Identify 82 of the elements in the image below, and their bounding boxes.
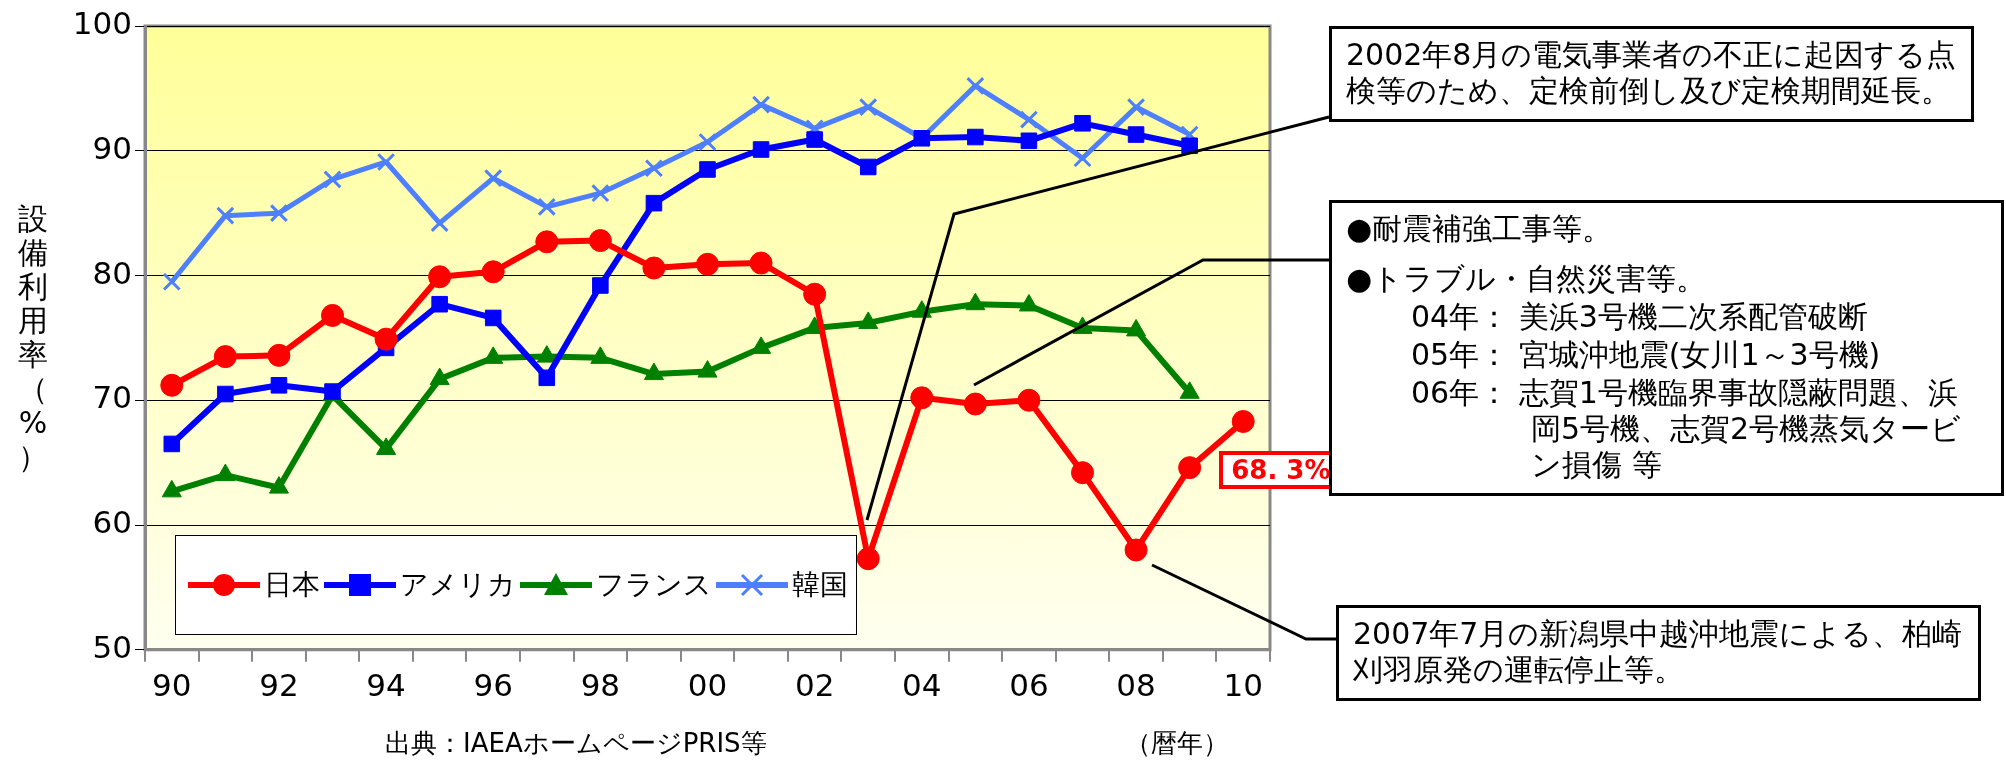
point bbox=[806, 131, 823, 148]
x-tick-label: 98 bbox=[580, 667, 621, 704]
point bbox=[484, 309, 502, 327]
point bbox=[592, 277, 609, 294]
y-tick-label: 50 bbox=[92, 628, 132, 665]
point bbox=[751, 95, 771, 114]
point bbox=[430, 213, 449, 233]
text: 2002年8月の電気事業者の不正に起因する点検等のため、定検前倒し及び定検期間延長。 bbox=[1346, 37, 1957, 109]
y-tick-label: 70 bbox=[92, 379, 132, 416]
point bbox=[591, 183, 610, 203]
point bbox=[859, 158, 877, 176]
point bbox=[588, 229, 612, 253]
point bbox=[752, 141, 770, 158]
point bbox=[376, 152, 396, 172]
point bbox=[267, 343, 291, 367]
point bbox=[644, 158, 664, 178]
point bbox=[535, 230, 559, 254]
point bbox=[1073, 148, 1092, 168]
point bbox=[803, 282, 827, 306]
y-tick-label: 80 bbox=[92, 254, 132, 291]
point bbox=[1071, 461, 1094, 485]
point bbox=[1124, 538, 1148, 562]
point bbox=[699, 161, 716, 178]
legend-label: フランス bbox=[596, 566, 712, 603]
point bbox=[1074, 115, 1091, 132]
point bbox=[213, 345, 237, 369]
point bbox=[963, 392, 987, 416]
text: 2007年7月の新潟県中越沖地震による、柏崎刈羽原発の運転停止等。 bbox=[1353, 616, 1964, 688]
y-axis-title: 設備利用率（%） bbox=[18, 200, 48, 474]
point bbox=[428, 265, 452, 289]
point bbox=[483, 168, 503, 188]
point bbox=[321, 303, 344, 327]
text: ●耐震補強工事等。 ●トラブル・自然災害等。 04年： 美浜3号機二次系配管破断 05年： 宮城沖地震(女川1～3号機) 06年： 志賀1号機臨界事故隠蔽問題、浜岡5号機、志賀2号機蒸気タービン損傷 等 bbox=[1346, 211, 1963, 483]
point bbox=[856, 547, 880, 571]
point bbox=[749, 251, 773, 275]
y-tick-label: 60 bbox=[92, 504, 132, 541]
point bbox=[696, 252, 719, 276]
point bbox=[270, 377, 288, 394]
point bbox=[481, 260, 505, 284]
x-tick-label: 96 bbox=[473, 667, 513, 704]
point bbox=[1020, 132, 1038, 150]
legend-label: 韓国 bbox=[792, 566, 848, 603]
x-tick-label: 94 bbox=[366, 667, 406, 704]
x-tick-label: 02 bbox=[794, 667, 835, 704]
point bbox=[910, 386, 934, 410]
x-tick-label: 06 bbox=[1009, 667, 1049, 704]
point bbox=[160, 373, 184, 397]
x-tick-label: 00 bbox=[687, 667, 728, 704]
point bbox=[858, 97, 878, 117]
point bbox=[642, 256, 666, 280]
point bbox=[374, 327, 398, 351]
x-tick-label: 10 bbox=[1223, 667, 1263, 704]
point bbox=[217, 385, 234, 403]
point bbox=[431, 295, 448, 313]
legend-label: 日本 bbox=[264, 566, 320, 603]
annotation: 68. 3% bbox=[1219, 451, 1343, 490]
point bbox=[1178, 456, 1202, 480]
point bbox=[163, 435, 181, 453]
x-axis-title: （暦年） bbox=[1125, 727, 1229, 760]
point bbox=[162, 272, 182, 292]
y-tick-label: 90 bbox=[92, 129, 132, 166]
point bbox=[698, 132, 717, 152]
point bbox=[1017, 388, 1041, 412]
x-tick-label: 92 bbox=[259, 667, 299, 704]
x-tick-label: 08 bbox=[1116, 667, 1156, 704]
point bbox=[1126, 97, 1146, 117]
point bbox=[538, 369, 556, 387]
point bbox=[645, 194, 663, 212]
point bbox=[269, 203, 289, 223]
point bbox=[1019, 110, 1039, 129]
point bbox=[537, 197, 557, 217]
x-tick-label: 04 bbox=[902, 667, 942, 704]
y-tick-label: 100 bbox=[72, 5, 132, 42]
point bbox=[966, 76, 985, 96]
x-tick-label: 90 bbox=[152, 667, 192, 704]
point bbox=[967, 128, 984, 146]
point bbox=[323, 170, 342, 189]
point bbox=[216, 206, 235, 225]
point bbox=[1231, 409, 1255, 433]
legend-label: アメリカ bbox=[400, 566, 516, 603]
source-note: 出典：IAEAホームページPRIS等 bbox=[385, 727, 767, 760]
point bbox=[1127, 126, 1145, 143]
